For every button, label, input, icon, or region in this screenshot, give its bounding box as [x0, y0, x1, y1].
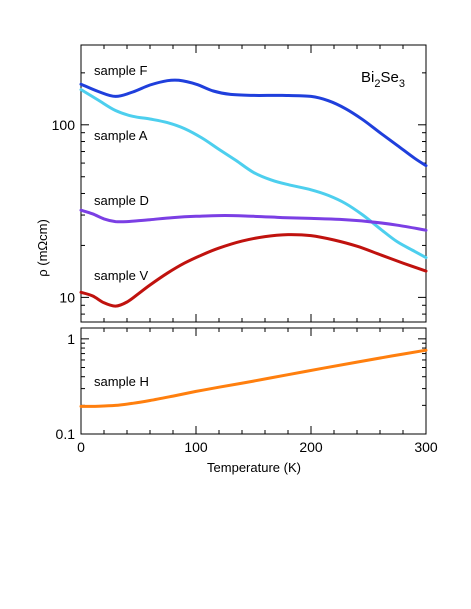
- upper-ticks: 10 100: [52, 45, 427, 322]
- series-line-sample-F: [79, 78, 428, 168]
- lower-panel: 0.1 1 0 100 200 300 sample H Temperature (K): [56, 327, 438, 475]
- series-line-sample-D: [79, 208, 428, 232]
- series-line-sample-V: [79, 233, 428, 308]
- lower-plot-frame: [80, 327, 427, 435]
- y-tick-label: 1: [67, 331, 75, 347]
- series-label-sample-A: sample A: [94, 128, 148, 143]
- y-axis-label: ρ (mΩcm): [35, 219, 50, 277]
- lower-lines: [79, 348, 428, 408]
- series-label-sample-V: sample V: [94, 268, 149, 283]
- lower-labels: sample H: [94, 374, 149, 389]
- y-tick-label: 0.1: [56, 426, 76, 442]
- series-line-sample-H: [79, 348, 428, 408]
- upper-lines: [79, 78, 428, 308]
- series-label-sample-F: sample F: [94, 63, 148, 78]
- x-tick-label: 100: [184, 439, 208, 455]
- series-label-sample-D: sample D: [94, 193, 149, 208]
- y-tick-label: 10: [59, 289, 75, 305]
- lower-ticks: 0.1 1 0 100 200 300: [56, 328, 438, 455]
- series-label-sample-H: sample H: [94, 374, 149, 389]
- upper-labels: sample F sample A sample D sample V: [94, 63, 149, 283]
- y-tick-label: 100: [52, 117, 76, 133]
- x-tick-label: 0: [77, 439, 85, 455]
- upper-plot-frame: [80, 44, 427, 323]
- x-tick-label: 300: [414, 439, 438, 455]
- x-tick-label: 200: [299, 439, 323, 455]
- compound-annotation: Bi2Se3: [361, 69, 405, 90]
- x-axis-label: Temperature (K): [207, 460, 301, 475]
- upper-panel: 10 100 sample F sample A sample D sample V ρ…: [35, 44, 428, 323]
- series-line-sample-A: [79, 88, 428, 260]
